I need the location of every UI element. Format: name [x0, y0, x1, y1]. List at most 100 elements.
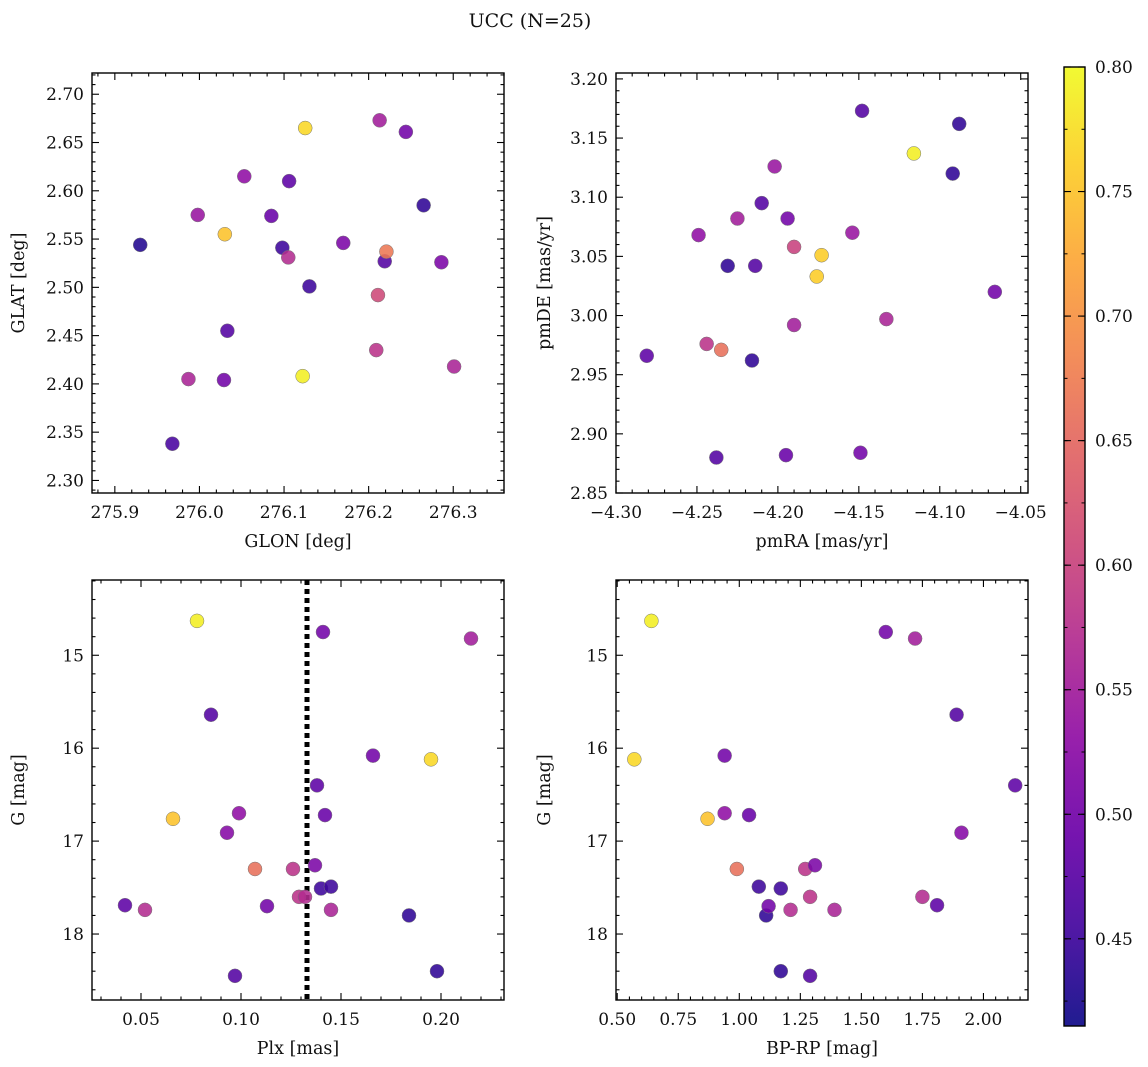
y-tick-label: 16 [586, 739, 608, 759]
scatter-points [117, 613, 479, 984]
x-tick-label: −4.05 [995, 503, 1047, 523]
point-16 [809, 269, 824, 284]
point-15 [302, 279, 317, 294]
colorbar-tick-label: 0.50 [1095, 805, 1133, 825]
y-tick-label: 2.30 [46, 471, 84, 491]
point-3 [165, 811, 181, 827]
point-11 [773, 881, 789, 896]
y-tick-label: 16 [62, 739, 84, 759]
y-tick-label: 3.10 [570, 188, 608, 208]
y-tick-label: 2.50 [46, 278, 84, 298]
point-8 [231, 805, 247, 821]
point-20 [854, 103, 870, 119]
point-4 [709, 450, 724, 465]
point-8 [751, 879, 767, 894]
y-tick-label: 2.35 [46, 423, 84, 443]
point-14 [307, 858, 323, 873]
y-tick-label: 15 [62, 646, 84, 666]
point-1 [117, 897, 133, 913]
panels: 275.9 276.0 276.1 276.2 276.3 2.30 2.35 2.40 2.4… [9, 70, 1047, 1059]
x-tick-label: 1.00 [720, 1010, 758, 1030]
point-6 [217, 226, 233, 242]
point-24 [954, 825, 969, 840]
y-tick-label: 2.60 [46, 182, 84, 202]
point-15 [309, 778, 325, 793]
point-5 [713, 342, 729, 358]
point-2 [627, 752, 642, 767]
point-8 [237, 169, 252, 184]
point-14 [786, 317, 802, 333]
point-13 [780, 211, 795, 226]
x-tick-label: 0.20 [422, 1010, 460, 1030]
point-18 [370, 287, 386, 303]
point-22 [398, 124, 414, 140]
point-23 [416, 198, 431, 213]
x-tick-label: 1.50 [842, 1010, 880, 1030]
point-23 [423, 752, 439, 767]
point-25 [987, 284, 1003, 300]
point-6 [720, 258, 735, 274]
point-25 [463, 631, 479, 646]
point-14 [297, 120, 313, 136]
point-25 [1007, 778, 1023, 793]
y-tick-label: 17 [586, 832, 608, 852]
point-11 [285, 861, 301, 877]
x-tick-label: 1.75 [903, 1010, 941, 1030]
x-axis-label: Plx [mas] [257, 1039, 339, 1059]
point-18 [827, 902, 842, 918]
ticks [92, 73, 505, 493]
point-5 [216, 372, 232, 388]
y-tick-label: 3.05 [570, 247, 608, 267]
point-21 [379, 244, 394, 259]
x-tick-label: 275.9 [91, 503, 140, 523]
point-4 [190, 207, 205, 223]
x-tick-label: 0.10 [222, 1010, 260, 1030]
point-10 [259, 898, 275, 914]
colorbar-frame [1063, 66, 1086, 1027]
point-1 [132, 237, 148, 253]
y-tick-label: 18 [62, 925, 84, 945]
point-9 [247, 861, 263, 877]
axes-frame [91, 579, 505, 1001]
y-tick-label: 2.95 [570, 366, 608, 386]
point-21 [365, 748, 381, 763]
y-tick-label: 2.40 [46, 375, 84, 395]
x-axis-label: pmRA [mas/yr] [756, 532, 889, 552]
point-12 [281, 173, 297, 189]
point-17 [807, 858, 823, 873]
colorbar-tick-label: 0.70 [1095, 307, 1133, 327]
colorbar-tick-label: 0.55 [1095, 681, 1133, 701]
point-13 [783, 902, 798, 918]
panel-4: 0.50 0.75 1.00 1.25 1.50 1.75 2.00 15 16 17 18 BP-R… [535, 579, 1029, 1059]
y-tick-label: 2.70 [46, 85, 84, 105]
x-tick-label: 276.1 [260, 503, 309, 523]
point-8 [744, 353, 760, 368]
y-axis-label: GLAT [deg] [9, 233, 29, 334]
point-7 [227, 968, 243, 984]
point-7 [220, 323, 235, 339]
point-11 [281, 250, 296, 265]
x-axis-label: BP-RP [mag] [766, 1039, 878, 1059]
point-13 [297, 889, 313, 905]
point-11 [767, 159, 782, 174]
y-tick-label: 2.45 [46, 327, 84, 347]
point-1 [639, 348, 655, 364]
point-5 [203, 707, 219, 722]
colorbar: 0.45 0.50 0.55 0.60 0.65 0.70 0.75 0.80 [1063, 58, 1133, 1027]
point-19 [372, 113, 387, 128]
point-9 [264, 208, 279, 224]
point-22 [929, 897, 945, 913]
point-24 [951, 116, 967, 132]
y-tick-label: 3.15 [570, 129, 608, 149]
point-9 [747, 258, 763, 274]
y-axis-label: G [mag] [9, 754, 29, 825]
x-tick-label: 276.0 [175, 503, 224, 523]
point-23 [945, 166, 960, 181]
point-4 [189, 613, 205, 629]
point-16 [802, 968, 818, 984]
point-12 [778, 447, 794, 463]
axes-frame [615, 579, 1029, 1001]
point-13 [295, 368, 310, 384]
x-tick-label: −4.25 [671, 503, 723, 523]
